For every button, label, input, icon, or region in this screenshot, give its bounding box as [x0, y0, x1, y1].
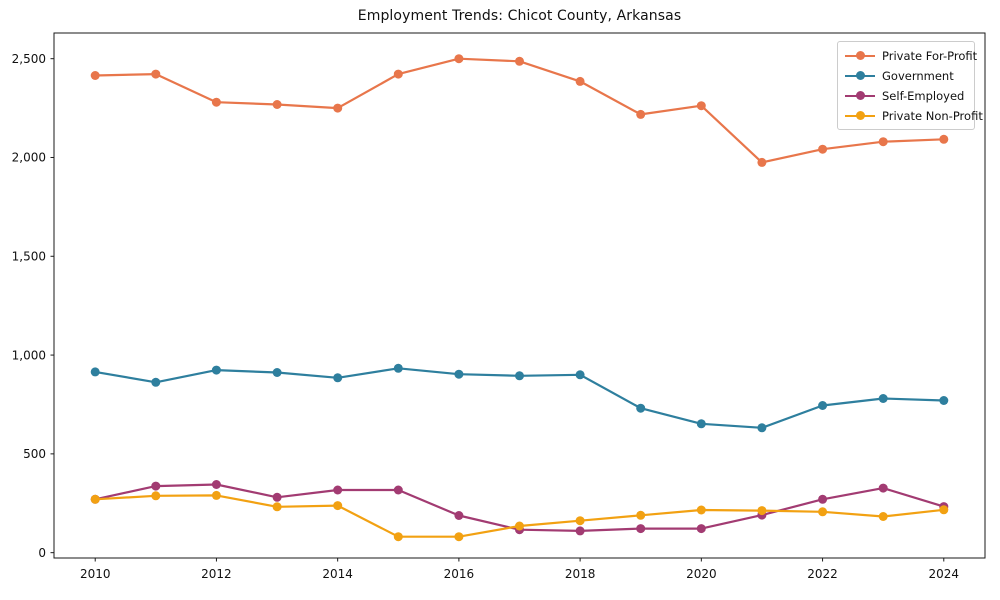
- data-point-marker: [151, 69, 161, 79]
- data-point-marker: [696, 101, 706, 111]
- y-tick-label: 2,000: [12, 151, 46, 165]
- legend-line-marker-icon: [845, 71, 875, 80]
- data-point-marker: [90, 494, 100, 504]
- y-tick-label: 2,500: [12, 52, 46, 66]
- data-point-marker: [878, 483, 888, 493]
- x-tick-label: 2024: [929, 567, 960, 581]
- data-point-marker: [90, 367, 100, 377]
- data-point-marker: [90, 71, 100, 80]
- data-point-marker: [878, 137, 888, 147]
- legend-line-marker-icon: [845, 91, 875, 100]
- data-point-marker: [696, 419, 706, 429]
- data-point-marker: [696, 524, 706, 534]
- data-point-marker: [818, 144, 828, 154]
- data-point-marker: [575, 526, 585, 536]
- data-point-marker: [818, 507, 828, 517]
- data-point-marker: [939, 134, 949, 144]
- data-point-marker: [393, 363, 403, 373]
- legend-line-marker-icon: [845, 51, 875, 60]
- data-point-marker: [515, 56, 524, 66]
- legend-line-marker-icon: [845, 111, 875, 120]
- data-point-marker: [636, 403, 646, 413]
- data-point-marker: [272, 100, 282, 109]
- data-point-marker: [333, 373, 343, 383]
- data-point-marker: [211, 480, 221, 489]
- x-tick-label: 2014: [322, 567, 353, 581]
- data-point-marker: [878, 512, 888, 521]
- x-tick-label: 2018: [565, 567, 596, 581]
- data-point-marker: [939, 396, 949, 405]
- y-tick-label: 1,500: [12, 249, 46, 263]
- data-point-marker: [818, 401, 828, 410]
- series-line: [94, 57, 945, 164]
- data-point-marker: [939, 505, 949, 515]
- data-point-marker: [636, 510, 646, 520]
- data-point-marker: [272, 492, 282, 502]
- data-point-marker: [515, 371, 524, 381]
- legend-label: Private Non-Profit: [882, 108, 983, 123]
- legend-label: Self-Employed: [882, 88, 965, 103]
- data-point-marker: [757, 506, 767, 516]
- data-point-marker: [757, 423, 767, 433]
- plot-frame: [53, 32, 986, 559]
- data-point-marker: [211, 490, 221, 500]
- data-point-marker: [878, 394, 888, 403]
- data-point-marker: [151, 377, 161, 387]
- data-point-marker: [454, 532, 464, 542]
- legend-label: Private For-Profit: [882, 48, 978, 63]
- data-point-marker: [636, 524, 646, 534]
- y-tick-label: 0: [38, 546, 46, 560]
- data-point-marker: [272, 368, 282, 377]
- x-tick-label: 2016: [444, 567, 475, 581]
- data-point-marker: [393, 532, 403, 542]
- data-point-marker: [636, 109, 646, 119]
- data-point-marker: [575, 370, 585, 380]
- x-tick-label: 2010: [80, 567, 111, 581]
- data-point-marker: [454, 369, 464, 379]
- legend-item: Government: [845, 68, 966, 83]
- y-tick-label: 1,000: [12, 348, 46, 362]
- data-point-marker: [454, 511, 464, 520]
- x-tick-label: 2020: [686, 567, 717, 581]
- x-tick-label: 2012: [201, 567, 232, 581]
- chart-title: Employment Trends: Chicot County, Arkans…: [357, 8, 682, 24]
- data-point-marker: [333, 103, 343, 113]
- legend: Private For-Profit Government Self-Employe…: [837, 41, 983, 130]
- data-point-marker: [151, 491, 161, 501]
- data-point-marker: [211, 365, 221, 375]
- data-point-marker: [757, 157, 767, 167]
- data-point-marker: [696, 505, 706, 515]
- data-point-marker: [393, 69, 403, 79]
- data-point-marker: [393, 485, 403, 495]
- data-point-marker: [818, 494, 828, 504]
- y-tick-label: 500: [23, 447, 46, 461]
- data-point-marker: [151, 481, 161, 491]
- data-point-marker: [211, 97, 221, 107]
- legend-item: Private For-Profit: [845, 48, 977, 63]
- x-tick-label: 2022: [807, 567, 838, 581]
- data-point-marker: [515, 521, 524, 531]
- data-point-marker: [333, 501, 343, 511]
- legend-label: Government: [882, 68, 954, 83]
- data-point-marker: [575, 76, 585, 86]
- data-point-marker: [454, 54, 464, 64]
- data-point-marker: [575, 516, 585, 526]
- legend-item: Self-Employed: [845, 88, 966, 103]
- data-point-marker: [333, 485, 343, 495]
- legend-item: Private Non-Profit: [845, 108, 983, 123]
- data-point-marker: [272, 502, 282, 512]
